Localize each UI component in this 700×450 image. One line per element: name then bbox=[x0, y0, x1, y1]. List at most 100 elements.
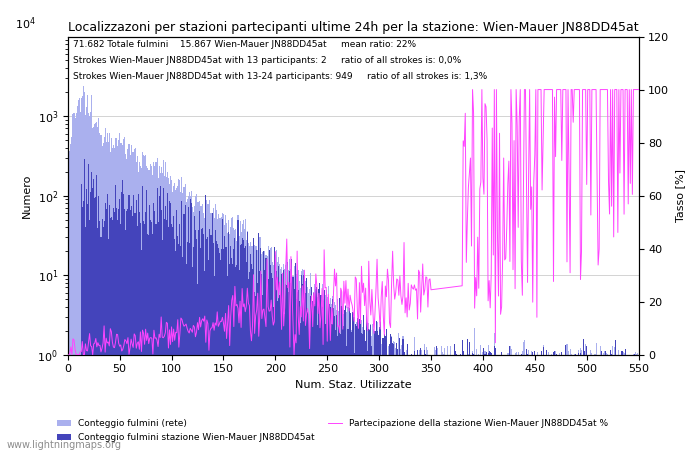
Bar bbox=[489, 351, 490, 450]
Bar bbox=[318, 289, 319, 450]
Bar bbox=[466, 355, 467, 450]
Bar bbox=[106, 133, 108, 450]
Bar bbox=[130, 210, 131, 450]
Bar bbox=[382, 338, 383, 450]
Bar bbox=[431, 355, 433, 450]
Bar bbox=[130, 155, 131, 450]
Bar bbox=[315, 287, 316, 450]
Bar bbox=[191, 191, 192, 450]
Bar bbox=[564, 355, 566, 450]
Bar bbox=[278, 266, 279, 450]
Bar bbox=[354, 317, 355, 450]
Bar bbox=[582, 355, 583, 450]
Bar bbox=[522, 355, 523, 450]
Bar bbox=[602, 355, 603, 450]
Bar bbox=[172, 192, 173, 450]
Bar bbox=[486, 355, 488, 450]
Bar bbox=[547, 355, 548, 450]
Bar bbox=[379, 322, 381, 450]
Bar bbox=[510, 346, 512, 450]
Bar bbox=[601, 351, 602, 450]
Bar bbox=[78, 99, 80, 450]
Bar bbox=[558, 355, 559, 450]
Bar bbox=[233, 249, 235, 450]
Bar bbox=[119, 199, 120, 450]
Bar bbox=[494, 346, 495, 450]
Bar bbox=[246, 262, 247, 450]
Bar bbox=[279, 264, 280, 450]
Bar bbox=[335, 330, 336, 450]
Bar bbox=[631, 355, 632, 450]
Bar bbox=[93, 127, 95, 450]
Bar bbox=[405, 350, 407, 450]
Bar bbox=[407, 355, 409, 450]
Bar bbox=[317, 325, 318, 450]
Bar bbox=[614, 347, 615, 450]
Bar bbox=[243, 239, 244, 450]
Bar bbox=[502, 355, 503, 450]
Bar bbox=[572, 355, 573, 450]
Bar bbox=[415, 355, 416, 450]
Bar bbox=[313, 292, 314, 450]
Bar bbox=[474, 328, 475, 450]
Bar bbox=[618, 350, 620, 450]
Bar bbox=[506, 355, 507, 450]
Bar bbox=[344, 310, 345, 450]
Bar bbox=[181, 177, 183, 450]
Bar bbox=[634, 354, 635, 450]
Bar bbox=[120, 224, 121, 450]
Bar bbox=[251, 264, 252, 450]
Bar bbox=[616, 355, 617, 450]
Bar bbox=[528, 351, 529, 450]
Bar bbox=[239, 245, 241, 450]
Bar bbox=[452, 355, 454, 450]
Bar bbox=[333, 308, 334, 450]
Partecipazione della stazione Wien-Mauer JN88DD45at % bbox=[106, 326, 115, 331]
Bar bbox=[395, 355, 396, 450]
Bar bbox=[550, 355, 551, 450]
Bar bbox=[477, 355, 478, 450]
Bar bbox=[359, 319, 360, 450]
Bar bbox=[407, 355, 409, 450]
Bar bbox=[458, 355, 460, 450]
Bar bbox=[99, 221, 101, 450]
Bar bbox=[615, 341, 616, 450]
Bar bbox=[179, 225, 181, 450]
Bar bbox=[496, 355, 497, 450]
Bar bbox=[458, 355, 460, 450]
Bar bbox=[145, 155, 146, 450]
Bar bbox=[254, 245, 255, 450]
Bar bbox=[452, 355, 454, 450]
Bar bbox=[251, 246, 252, 450]
Bar bbox=[364, 330, 365, 450]
Bar bbox=[547, 355, 548, 450]
Bar bbox=[302, 270, 303, 450]
Bar bbox=[362, 327, 363, 450]
Bar bbox=[215, 203, 216, 450]
Bar bbox=[388, 346, 389, 450]
Bar bbox=[111, 138, 112, 450]
Bar bbox=[440, 355, 441, 450]
Bar bbox=[262, 252, 263, 450]
Bar bbox=[110, 217, 111, 450]
Bar bbox=[267, 246, 269, 450]
Bar bbox=[548, 355, 549, 450]
Bar bbox=[233, 228, 235, 450]
Bar bbox=[624, 349, 626, 450]
Bar bbox=[237, 215, 239, 450]
Bar bbox=[258, 233, 259, 450]
Bar bbox=[176, 188, 177, 450]
Bar bbox=[291, 259, 293, 450]
Bar bbox=[494, 333, 495, 450]
Bar bbox=[202, 229, 203, 450]
Bar bbox=[275, 275, 276, 450]
Bar bbox=[171, 180, 172, 450]
Bar bbox=[356, 326, 357, 450]
Bar bbox=[172, 227, 173, 450]
Bar bbox=[463, 355, 465, 450]
Bar bbox=[396, 343, 398, 450]
Bar bbox=[596, 355, 598, 450]
Bar bbox=[536, 355, 538, 450]
Bar bbox=[298, 270, 299, 450]
Bar bbox=[111, 217, 112, 450]
